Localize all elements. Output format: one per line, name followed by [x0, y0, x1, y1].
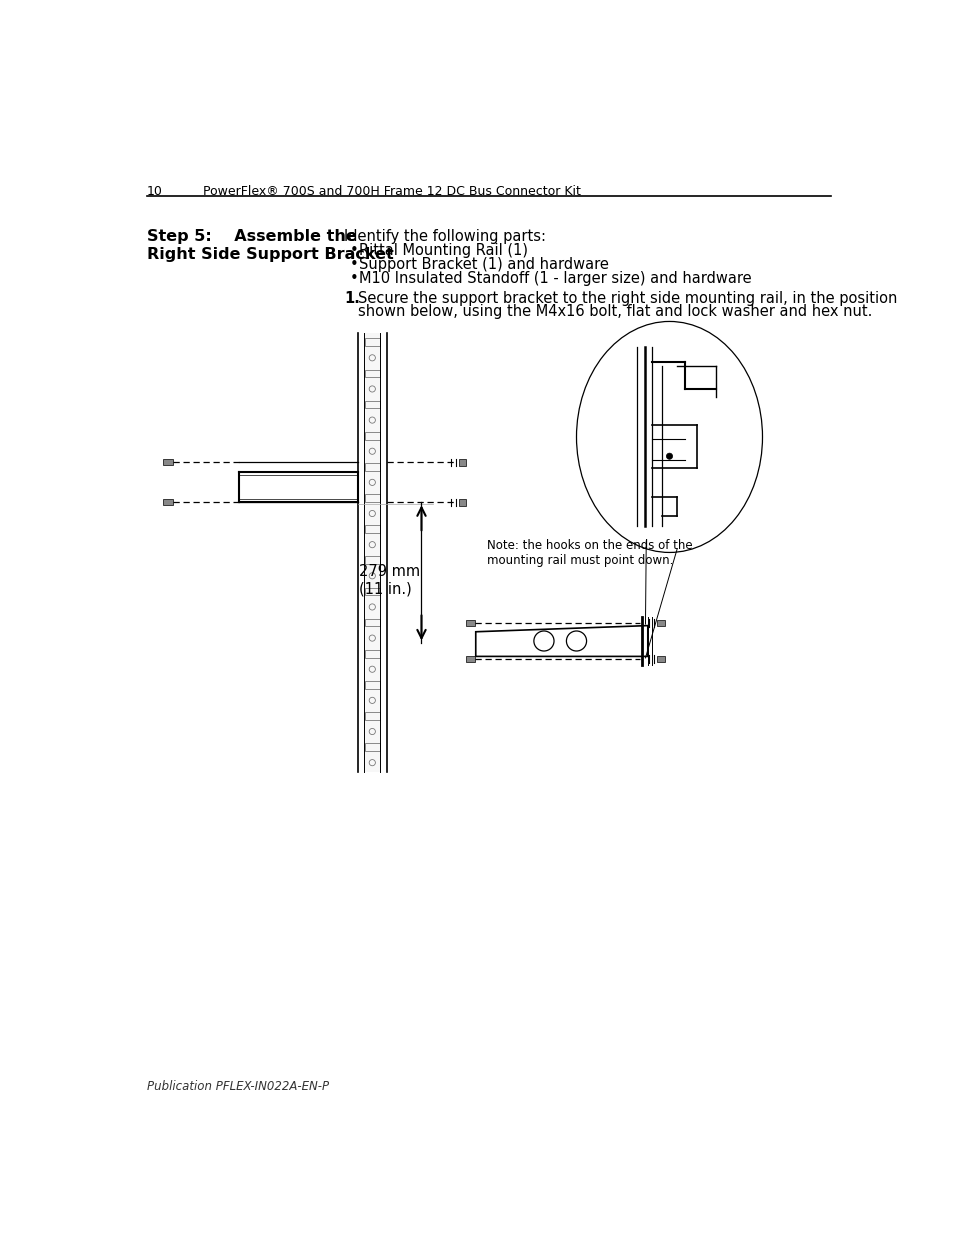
- Text: Note: the hooks on the ends of the
mounting rail must point down.: Note: the hooks on the ends of the mount…: [487, 540, 692, 567]
- Polygon shape: [364, 333, 380, 772]
- Text: Rittal Mounting Rail (1): Rittal Mounting Rail (1): [359, 243, 528, 258]
- Text: M10 Insulated Standoff (1 - larger size) and hardware: M10 Insulated Standoff (1 - larger size)…: [359, 270, 751, 285]
- Polygon shape: [657, 656, 664, 662]
- Text: Step 5:    Assemble the: Step 5: Assemble the: [147, 228, 356, 245]
- Polygon shape: [657, 620, 664, 626]
- Polygon shape: [465, 656, 475, 662]
- Polygon shape: [162, 459, 173, 466]
- Text: Secure the support bracket to the right side mounting rail, in the position: Secure the support bracket to the right …: [357, 290, 897, 305]
- Text: Identify the following parts:: Identify the following parts:: [344, 228, 545, 245]
- Text: Publication PFLEX-IN022A-EN-P: Publication PFLEX-IN022A-EN-P: [147, 1079, 329, 1093]
- Text: 1.: 1.: [344, 290, 359, 305]
- Text: PowerFlex® 700S and 700H Frame 12 DC Bus Connector Kit: PowerFlex® 700S and 700H Frame 12 DC Bus…: [203, 185, 580, 198]
- Text: •: •: [350, 270, 358, 285]
- Polygon shape: [458, 499, 466, 506]
- Text: 279 mm
(11 in.): 279 mm (11 in.): [359, 564, 420, 597]
- Circle shape: [666, 453, 672, 459]
- Text: Support Bracket (1) and hardware: Support Bracket (1) and hardware: [359, 257, 609, 272]
- Polygon shape: [162, 499, 173, 505]
- Text: •: •: [350, 243, 358, 258]
- Text: Right Side Support Bracket: Right Side Support Bracket: [147, 247, 394, 262]
- Text: 10: 10: [147, 185, 163, 198]
- Text: •: •: [350, 257, 358, 272]
- Polygon shape: [465, 620, 475, 626]
- Polygon shape: [458, 458, 466, 466]
- Text: shown below, using the M4x16 bolt, flat and lock washer and hex nut.: shown below, using the M4x16 bolt, flat …: [357, 304, 871, 319]
